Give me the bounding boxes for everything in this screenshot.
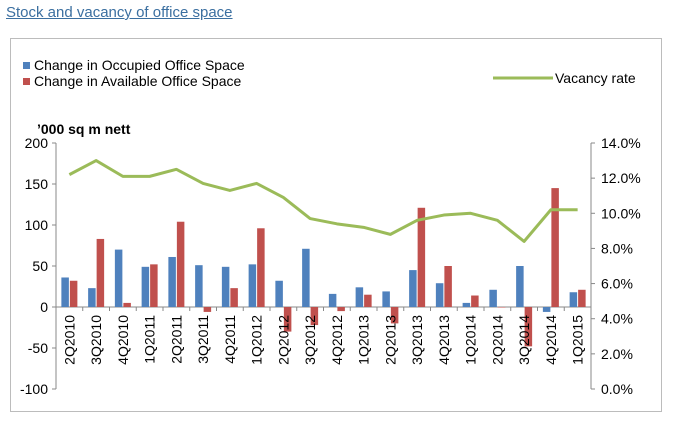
occupied-bar [462,302,471,307]
occupied-bar [409,270,417,307]
available-bar [444,266,452,307]
occupied-bar [195,265,203,307]
category-label: 2Q2014 [489,315,505,365]
right-tick-label: 14.0% [601,135,641,151]
right-tick-label: 6.0% [601,276,633,292]
occupied-bar [382,291,390,307]
available-bar [176,221,185,307]
occupied-bar [61,277,69,307]
occupied-bar [168,256,176,307]
available-bar [337,307,345,312]
category-label: 4Q2013 [436,315,452,365]
legend-available-swatch [23,78,30,85]
occupied-bar [141,266,150,307]
occupied-bar [302,248,310,307]
category-label: 1Q2014 [463,315,479,365]
category-label: 1Q2015 [570,315,586,365]
available-bar [364,294,372,307]
available-bar [471,295,479,307]
right-tick-label: 10.0% [601,205,641,221]
page-title-link[interactable]: Stock and vacancy of office space [6,4,233,21]
occupied-bar [355,287,364,307]
occupied-bar [221,266,230,307]
available-bar [69,280,78,307]
category-label: 4Q2010 [115,315,131,365]
occupied-bar [328,293,337,307]
legend-vacancy-label: Vacancy rate [555,70,636,86]
occupied-bar [489,289,497,307]
y-left-unit-label: ’000 sq m nett [37,121,131,137]
category-label: 2Q2013 [382,315,398,365]
category-label: 2Q2010 [61,315,77,365]
available-bar [524,307,533,347]
category-label: 4Q2011 [222,315,238,364]
occupied-bar [248,264,257,307]
left-tick-label: 200 [25,135,49,151]
category-label: 1Q2012 [249,315,265,365]
right-tick-label: 4.0% [601,311,633,327]
category-label: 3Q2013 [409,315,425,365]
category-label: 2Q2012 [275,315,291,365]
category-label: 1Q2011 [142,315,158,364]
occupied-bar [114,249,123,307]
legend-occupied-label: Change in Occupied Office Space [34,57,245,73]
category-label: 3Q2010 [88,315,104,365]
available-bar [123,302,131,307]
category-label: 3Q2011 [195,315,211,364]
occupied-bar [516,266,524,307]
left-tick-label: 100 [25,217,49,233]
left-tick-label: 50 [32,258,48,274]
right-tick-label: 2.0% [601,346,633,362]
available-bar [497,307,506,308]
available-bar [417,207,426,307]
left-tick-label: -50 [28,340,48,356]
available-bar [203,307,212,312]
vacancy-rate-line [68,159,578,243]
category-label: 3Q2012 [302,315,318,365]
right-tick-label: 12.0% [601,170,641,186]
bars [61,188,586,347]
occupied-bar [275,280,283,307]
available-bar [150,264,158,307]
category-label: 4Q2012 [329,315,345,365]
legend-available-label: Change in Available Office Space [34,73,242,89]
occupied-bar [435,283,444,307]
available-bar [257,228,265,307]
category-label: 2Q2011 [168,315,184,364]
available-bar [551,188,559,307]
labels: -100 -50 0 50 100 150 200 0.0% 2.0% 4.0% 6.0% 8.0% 1… [20,121,641,397]
left-tick-label: -100 [20,381,48,397]
axes [52,142,595,390]
available-bar [283,307,292,332]
left-tick-label: 150 [25,176,49,192]
available-bar [578,289,586,307]
left-tick-label: 0 [40,299,48,315]
available-bar [390,307,399,324]
category-label: 4Q2014 [543,315,559,365]
occupied-bar [88,288,96,307]
available-bar [96,238,105,307]
right-tick-label: 8.0% [601,240,633,256]
available-bar [310,307,319,326]
right-tick-label: 0.0% [601,381,633,397]
legend-occupied-swatch [23,62,30,69]
occupied-bar [542,307,551,312]
available-bar [230,288,238,307]
category-label: 3Q2014 [516,315,532,365]
category-label: 1Q2013 [356,315,372,365]
vacancy-line-group [68,159,578,243]
occupied-bar [569,292,578,307]
